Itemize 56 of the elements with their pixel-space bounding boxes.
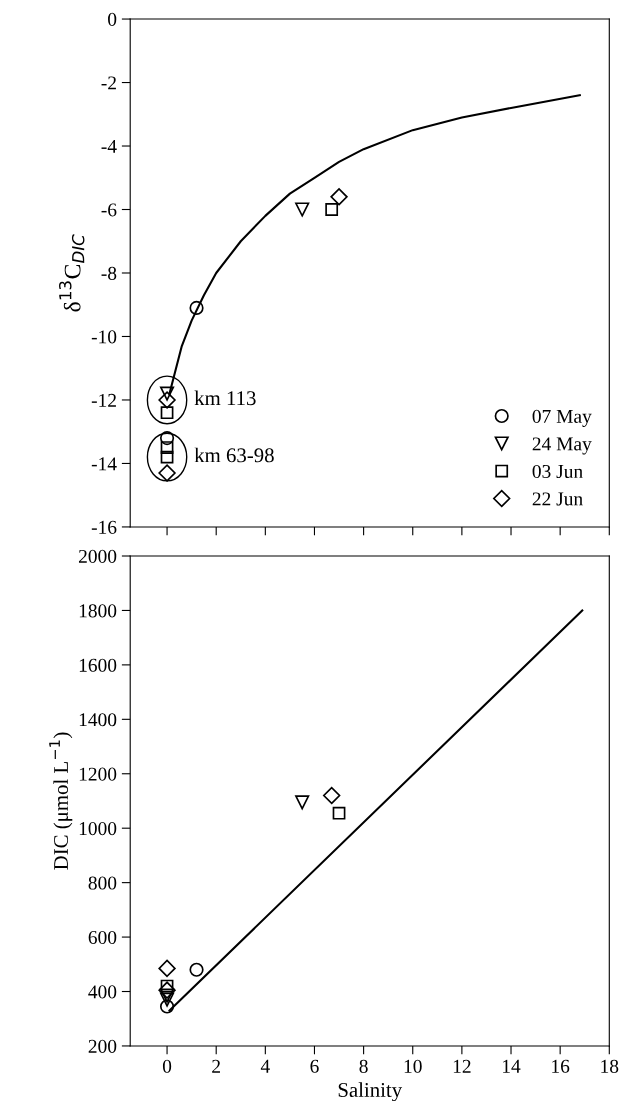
point [159, 988, 175, 1003]
point [332, 806, 346, 820]
annotation: km 113 [194, 390, 256, 406]
x-tick-label: 6 [310, 1059, 319, 1073]
y-axis-title: δ$^{13}$C$_{DIC}$ [59, 234, 85, 312]
point [160, 441, 174, 454]
y-tick-label: -8 [101, 266, 117, 280]
x-tick-label: 18 [601, 1059, 619, 1073]
legend-label: 07 May [532, 409, 592, 427]
point [158, 981, 176, 999]
point [189, 962, 204, 977]
point [158, 959, 176, 978]
x-tick-label: 10 [404, 1059, 422, 1073]
y-tick-label: 600 [88, 930, 117, 945]
y-tick-label: 1200 [79, 767, 117, 781]
legend-label: 24 May [532, 437, 592, 455]
y-tick-label: -4 [101, 139, 117, 153]
x-tick-label: 12 [453, 1059, 471, 1073]
y-tick-label: 1600 [79, 658, 117, 672]
x-tick-label: 2 [212, 1059, 220, 1073]
y-tick-label: -2 [101, 76, 116, 90]
y-tick-label: -6 [101, 203, 117, 217]
annotation: km 63-98 [194, 447, 274, 463]
y-axis-title: DIC (μmol L$^{−1}$) [49, 732, 73, 870]
y-tick-label: -16 [91, 520, 117, 534]
x-tick-label: 16 [552, 1059, 570, 1073]
point [159, 992, 175, 1007]
point [160, 406, 174, 420]
x-tick-label: 14 [503, 1059, 521, 1073]
y-tick-label: 2000 [78, 549, 117, 563]
y-tick-label: 0 [108, 12, 117, 26]
y-tick-label: 1800 [79, 604, 117, 618]
y-tick-label: -12 [91, 393, 116, 407]
point [158, 464, 176, 482]
y-tick-label: 1000 [79, 822, 117, 836]
y-tick-label: 800 [88, 876, 117, 890]
point [160, 979, 174, 993]
y-tick-label: -10 [91, 330, 117, 344]
x-axis-title: Salinity [338, 1082, 403, 1101]
point [295, 795, 310, 810]
legend-label: 22 Jun [532, 492, 583, 506]
legend-label: 03 Jun [532, 464, 583, 479]
y-tick-label: 1400 [79, 713, 117, 727]
point [159, 999, 175, 1014]
point [189, 300, 204, 315]
point [322, 786, 341, 805]
x-tick-label: 8 [359, 1059, 368, 1073]
point [295, 202, 310, 217]
point [330, 188, 348, 206]
y-tick-label: 400 [88, 985, 117, 999]
y-tick-label: 200 [88, 1039, 117, 1053]
y-tick-label: -14 [91, 457, 117, 471]
x-tick-label: 4 [260, 1059, 270, 1073]
point [159, 430, 175, 446]
point [325, 203, 339, 216]
x-tick-label: 0 [162, 1059, 172, 1073]
